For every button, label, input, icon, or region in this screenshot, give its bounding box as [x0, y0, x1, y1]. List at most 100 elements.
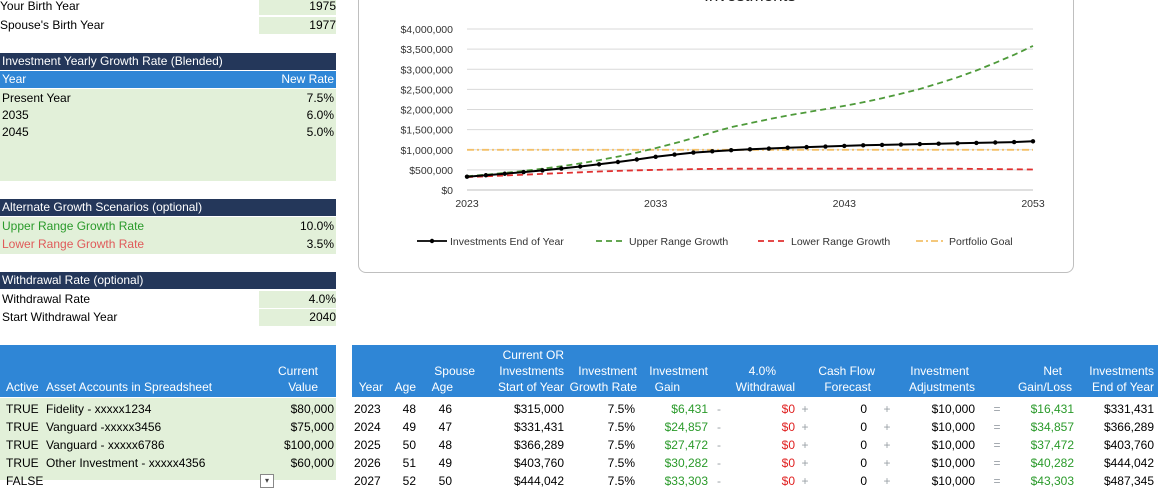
proj-cell-cf: 0 [860, 438, 867, 452]
proj-cell-start: $403,760 [513, 456, 564, 470]
your-birth-year-value[interactable]: 1975 [259, 0, 336, 15]
operator-symbol: - [717, 438, 721, 452]
proj-col-withdrawal-line1: 4.0% [748, 364, 776, 378]
proj-col-end-line2: End of Year [1091, 380, 1154, 394]
spouse-birth-year-label: Spouse's Birth Year [0, 18, 105, 32]
series-line-2 [466, 167, 1034, 178]
operator-symbol: = [993, 420, 1001, 434]
growth-row: 2045 5.0% [0, 124, 336, 141]
data-point [993, 140, 998, 145]
proj-cell-gain: $6,431 [671, 402, 708, 416]
proj-cell-spouse: 47 [438, 420, 452, 434]
proj-cell-start: $444,042 [513, 474, 564, 488]
investments-chart: Investments $4,000,000 $3,500,000 $3,000,00… [358, 0, 1074, 273]
growth-rate-title-text: Investment Yearly Growth Rate (Blended) [2, 54, 223, 68]
proj-cell-wd: $0 [781, 438, 795, 452]
proj-col-start-line2: Start of Year [497, 380, 564, 394]
y-tick-label: $500,000 [409, 165, 453, 177]
y-tick-label: $3,500,000 [400, 44, 453, 56]
y-tick-label: $1,500,000 [400, 125, 453, 137]
proj-cell-age: 49 [402, 420, 416, 434]
proj-cell-gain: $33,303 [664, 474, 708, 488]
withdrawal-rate-row: Withdrawal Rate 4.0% [0, 291, 336, 308]
lower-range-value[interactable]: 3.5% [306, 237, 334, 251]
growth-row-year[interactable]: 2035 [2, 108, 29, 122]
operator-symbol: - [717, 474, 721, 488]
account-active[interactable]: TRUE [6, 420, 39, 434]
proj-cell-net: $37,472 [1030, 438, 1074, 452]
proj-col-spouse-line1: Spouse [434, 364, 475, 378]
proj-col-start-line1: Investments [499, 364, 564, 378]
proj-cell-wd: $0 [781, 474, 795, 488]
withdrawal-rate-value[interactable]: 4.0% [259, 291, 336, 308]
account-value[interactable] [240, 472, 334, 490]
account-value[interactable]: $80,000 [290, 402, 334, 416]
growth-row-year[interactable]: Present Year [2, 91, 71, 105]
series-line-0 [466, 140, 1034, 178]
series-line-1 [466, 45, 1034, 178]
proj-cell-gain: $24,857 [664, 420, 708, 434]
accounts-col-value-line1: Current [277, 364, 318, 378]
proj-cell-spouse: 48 [438, 438, 452, 452]
growth-row-rate[interactable]: 5.0% [306, 125, 334, 139]
proj-cell-wd: $0 [781, 456, 795, 470]
proj-cell-age: 48 [402, 402, 416, 416]
proj-col-start-line0: Current OR [502, 348, 564, 362]
y-tick-label: $3,000,000 [400, 64, 453, 76]
account-active[interactable]: FALSE [6, 474, 44, 488]
proj-cell-end: $366,289 [1103, 420, 1154, 434]
withdrawal-title-text: Withdrawal Rate (optional) [2, 273, 144, 287]
account-name[interactable]: Fidelity - xxxxx1234 [46, 402, 152, 416]
growth-row-rate[interactable]: 6.0% [306, 108, 334, 122]
account-value[interactable]: $75,000 [290, 420, 334, 434]
account-name[interactable]: Vanguard - xxxxx6786 [46, 438, 165, 452]
proj-cell-start: $315,000 [513, 402, 564, 416]
start-withdrawal-value[interactable]: 2040 [259, 309, 336, 326]
proj-cell-adj: $10,000 [931, 474, 975, 488]
x-tick-label: 2033 [644, 198, 668, 210]
account-active[interactable]: TRUE [6, 438, 39, 452]
operator-symbol: + [801, 474, 809, 488]
spouse-birth-year-row: Spouse's Birth Year 1977 [0, 17, 336, 34]
operator-symbol: + [883, 474, 891, 488]
proj-col-adjust-line1: Investment [910, 364, 969, 378]
accounts-col-name: Asset Accounts in Spreadsheet [46, 380, 213, 394]
proj-col-cashflow-line2: Forecast [824, 380, 871, 394]
account-name[interactable]: Other Investment - xxxxx4356 [46, 456, 206, 470]
spouse-birth-year-value[interactable]: 1977 [259, 17, 336, 34]
lower-range-label: Lower Range Growth Rate [2, 237, 145, 251]
legend-label: Upper Range Growth [629, 236, 728, 248]
growth-row-year[interactable]: 2045 [2, 125, 29, 139]
data-point [464, 174, 470, 179]
data-point [578, 164, 583, 169]
upper-range-value[interactable]: 10.0% [299, 219, 334, 233]
growth-row: Present Year 7.5% [0, 90, 336, 107]
account-active[interactable]: TRUE [6, 456, 39, 470]
data-point [596, 162, 602, 167]
account-value[interactable]: $100,000 [283, 438, 334, 452]
data-point [502, 171, 507, 176]
accounts-col-active: Active [6, 380, 39, 394]
start-withdrawal-row: Start Withdrawal Year 2040 [0, 309, 336, 326]
account-value[interactable]: $60,000 [290, 456, 334, 470]
data-point [672, 152, 677, 157]
proj-cell-rate: 7.5% [607, 456, 635, 470]
account-name[interactable]: Vanguard -xxxxx3456 [46, 420, 162, 434]
proj-cell-year: 2024 [354, 420, 381, 434]
proj-col-gain-line1: Investment [649, 364, 708, 378]
dropdown-arrow-icon[interactable]: ▾ [260, 474, 274, 488]
operator-symbol: = [993, 438, 1001, 452]
growth-row-rate[interactable]: 7.5% [306, 91, 334, 105]
proj-cell-adj: $10,000 [931, 438, 975, 452]
x-tick-label: 2053 [1021, 198, 1045, 210]
proj-cell-cf: 0 [860, 420, 867, 434]
account-active[interactable]: TRUE [6, 402, 39, 416]
accounts-body [0, 398, 336, 480]
proj-cell-rate: 7.5% [607, 402, 635, 416]
data-point [955, 141, 960, 146]
data-point [1011, 139, 1017, 145]
data-point [653, 154, 658, 160]
proj-col-rate-line2: Growth Rate [569, 380, 637, 394]
data-point [710, 149, 715, 154]
data-point [823, 144, 828, 149]
